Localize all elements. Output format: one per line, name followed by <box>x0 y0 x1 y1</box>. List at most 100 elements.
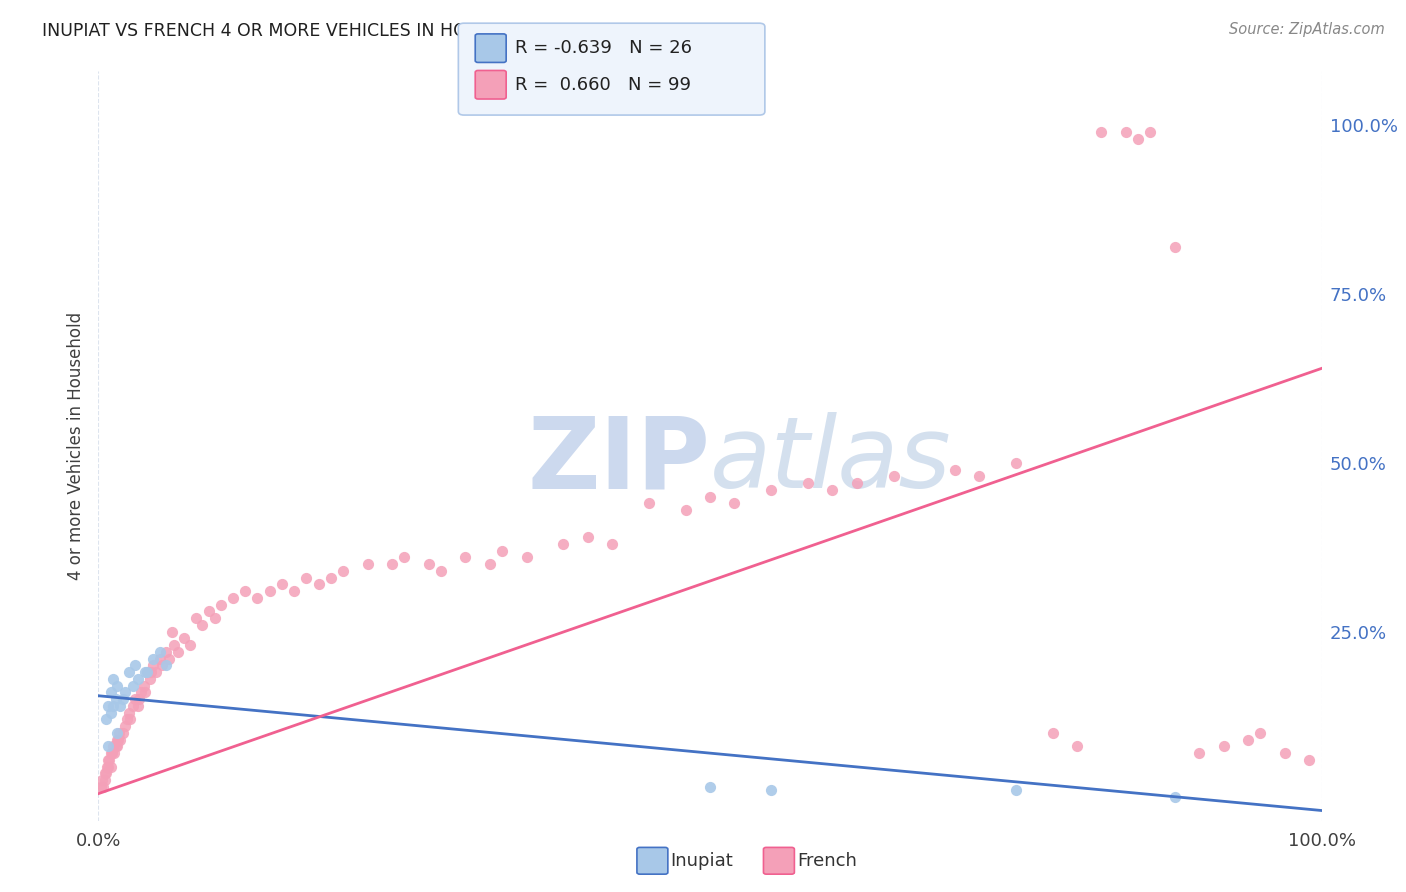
Point <box>332 564 354 578</box>
Point <box>967 469 990 483</box>
Point <box>637 496 661 510</box>
Point <box>283 584 305 599</box>
Point <box>120 712 142 726</box>
Text: R =  0.660   N = 99: R = 0.660 N = 99 <box>515 76 690 94</box>
Text: French: French <box>797 852 858 870</box>
Point <box>155 645 177 659</box>
Point <box>430 564 453 578</box>
Point <box>94 766 117 780</box>
Point <box>821 483 844 497</box>
Point <box>121 698 143 713</box>
Point <box>105 739 128 754</box>
Point <box>761 783 783 797</box>
Point <box>97 759 120 773</box>
Point <box>295 571 318 585</box>
Point <box>191 618 214 632</box>
Point <box>129 685 152 699</box>
Point <box>163 638 186 652</box>
Point <box>179 638 201 652</box>
Point <box>319 571 342 585</box>
Point <box>167 645 190 659</box>
Text: Source: ZipAtlas.com: Source: ZipAtlas.com <box>1229 22 1385 37</box>
Point <box>197 604 219 618</box>
Point <box>883 469 905 483</box>
Point <box>1066 739 1088 754</box>
Point <box>110 732 132 747</box>
Point <box>134 665 156 680</box>
Point <box>100 685 122 699</box>
Point <box>134 685 156 699</box>
Point <box>418 557 440 571</box>
Point <box>94 712 117 726</box>
Point <box>392 550 416 565</box>
Point <box>157 651 180 665</box>
Point <box>111 726 134 740</box>
Point <box>105 726 128 740</box>
Point <box>1188 746 1211 760</box>
Point <box>699 490 721 504</box>
Point <box>246 591 269 605</box>
Point <box>1128 132 1150 146</box>
Point <box>91 773 114 788</box>
Point <box>107 732 129 747</box>
Point <box>98 753 121 767</box>
Point <box>103 746 125 760</box>
Point <box>101 746 124 760</box>
Point <box>160 624 183 639</box>
Point <box>142 658 165 673</box>
Point <box>1164 790 1187 805</box>
Point <box>515 550 537 565</box>
Point <box>128 692 150 706</box>
Point <box>121 679 143 693</box>
Point <box>149 651 172 665</box>
Point <box>100 706 122 720</box>
Point <box>1164 240 1187 254</box>
Point <box>108 726 131 740</box>
Point <box>553 537 575 551</box>
Point <box>96 759 118 773</box>
Y-axis label: 4 or more Vehicles in Household: 4 or more Vehicles in Household <box>66 312 84 580</box>
Point <box>136 665 159 680</box>
Point <box>233 584 256 599</box>
Point <box>943 462 966 476</box>
Point <box>600 537 623 551</box>
Point <box>93 766 115 780</box>
Point <box>136 665 159 680</box>
Point <box>115 712 138 726</box>
Point <box>139 665 162 680</box>
Point <box>101 698 124 713</box>
Point <box>222 591 245 605</box>
Text: Inupiat: Inupiat <box>671 852 734 870</box>
Point <box>114 685 136 699</box>
Point <box>105 732 128 747</box>
Point <box>1090 125 1112 139</box>
Point <box>173 632 195 646</box>
Point <box>93 773 115 788</box>
Point <box>308 577 330 591</box>
Point <box>132 679 155 693</box>
Point <box>142 651 165 665</box>
Point <box>127 672 149 686</box>
Point <box>209 598 232 612</box>
Point <box>761 483 783 497</box>
Point <box>1237 732 1260 747</box>
Point <box>90 780 112 794</box>
Point <box>723 496 745 510</box>
Point <box>101 739 124 754</box>
Point <box>114 719 136 733</box>
Point <box>105 679 128 693</box>
Text: INUPIAT VS FRENCH 4 OR MORE VEHICLES IN HOUSEHOLD CORRELATION CHART: INUPIAT VS FRENCH 4 OR MORE VEHICLES IN … <box>42 22 745 40</box>
Point <box>1004 456 1026 470</box>
Point <box>1115 125 1137 139</box>
Text: ZIP: ZIP <box>527 412 710 509</box>
Point <box>259 584 281 599</box>
Point <box>150 658 173 673</box>
Point <box>1249 726 1271 740</box>
Point <box>1274 746 1296 760</box>
Point <box>97 698 120 713</box>
Point <box>100 746 122 760</box>
Point <box>118 665 141 680</box>
Point <box>145 665 167 680</box>
Point <box>1004 783 1026 797</box>
Point <box>356 557 378 571</box>
